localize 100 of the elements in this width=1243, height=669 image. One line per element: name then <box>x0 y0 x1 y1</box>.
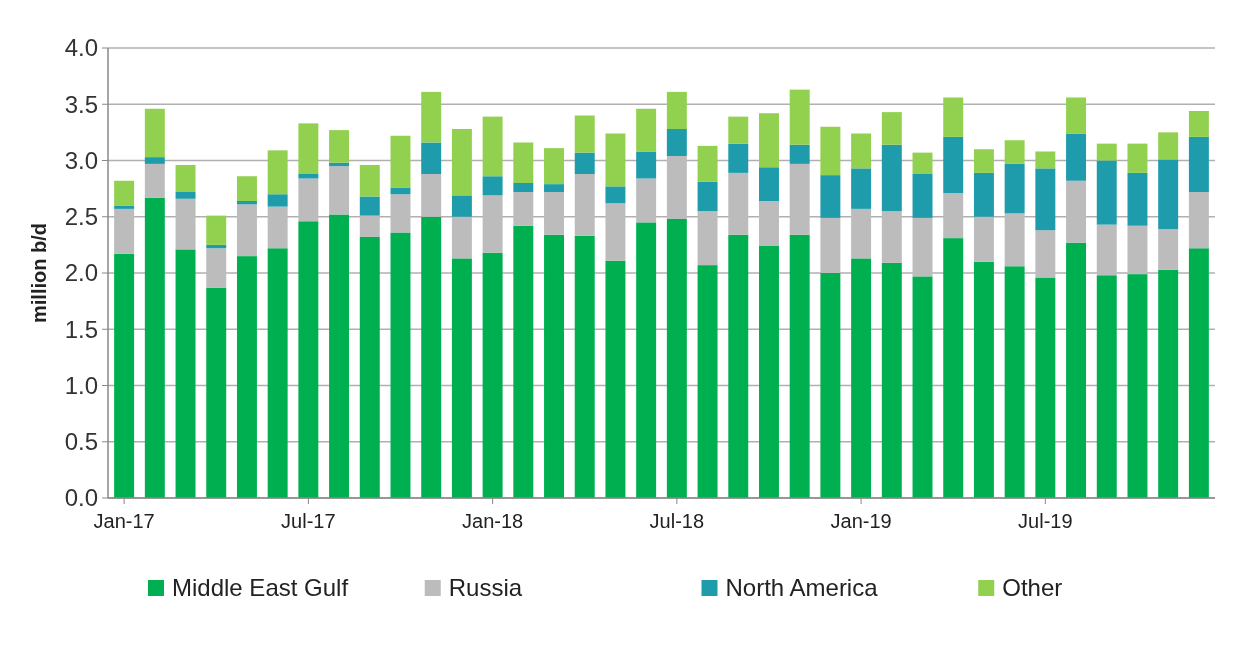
bar <box>1096 275 1117 498</box>
x-tick-label: Jul-18 <box>649 510 705 532</box>
x-tick-label: Jan-17 <box>93 510 155 532</box>
bar <box>144 197 165 498</box>
bar <box>912 152 933 174</box>
bar <box>697 265 718 498</box>
bar <box>820 126 841 176</box>
bar <box>1188 136 1209 192</box>
bar <box>666 129 687 156</box>
bar <box>236 256 257 498</box>
bar <box>759 167 779 201</box>
bar <box>789 234 810 498</box>
bar <box>451 258 472 498</box>
bar <box>298 174 319 179</box>
bar <box>697 145 718 182</box>
bar <box>1127 172 1148 226</box>
bar <box>421 142 442 174</box>
x-tick-label: Jan-19 <box>830 510 892 532</box>
bar <box>1127 143 1148 173</box>
bar <box>513 142 534 183</box>
bar <box>820 175 841 218</box>
bar <box>390 232 411 498</box>
bar <box>1188 111 1209 137</box>
bar <box>329 214 350 498</box>
bar <box>1158 229 1179 270</box>
bar <box>728 234 749 498</box>
bar <box>206 215 227 245</box>
bar <box>881 262 902 498</box>
bar <box>144 108 165 158</box>
bar <box>421 216 442 498</box>
bar <box>1035 277 1056 498</box>
legend-label: Middle East Gulf <box>172 574 349 602</box>
y-tick-label: 4.0 <box>64 34 98 62</box>
bar <box>666 219 687 498</box>
bar <box>482 176 503 196</box>
bar <box>1158 269 1179 498</box>
legend-label: North America <box>725 574 879 602</box>
legend-label: Other <box>1002 574 1063 602</box>
y-tick-label: 3.0 <box>64 146 98 174</box>
bar <box>973 261 994 498</box>
bar <box>267 194 288 207</box>
bar <box>544 184 564 192</box>
bar <box>574 115 595 153</box>
bar <box>114 180 135 206</box>
bar <box>175 165 196 192</box>
bar <box>329 130 350 163</box>
bar <box>1127 274 1148 498</box>
bar <box>851 168 872 209</box>
bar <box>1004 163 1025 214</box>
bar <box>513 225 534 498</box>
bar <box>329 166 350 215</box>
bar <box>144 157 165 164</box>
x-tick-label: Jul-19 <box>1018 510 1073 532</box>
bar <box>1004 140 1025 164</box>
x-tick-label: Jul-17 <box>281 510 336 532</box>
bar <box>728 143 749 173</box>
bar <box>1066 133 1087 181</box>
bar <box>544 234 564 498</box>
bar <box>820 273 841 498</box>
bar <box>1158 159 1179 230</box>
bar <box>206 287 227 498</box>
bar <box>728 116 749 144</box>
bar <box>114 205 135 209</box>
bar <box>298 221 319 498</box>
bar <box>1096 143 1117 161</box>
bar <box>513 183 534 192</box>
y-tick-label: 3.5 <box>64 90 98 118</box>
bar <box>267 248 288 498</box>
y-tick-label: 0.5 <box>64 428 98 456</box>
x-tick-label: Jan-18 <box>462 510 524 532</box>
bar <box>421 91 442 143</box>
bar <box>912 174 933 218</box>
bar <box>789 89 810 145</box>
bar <box>1066 97 1087 134</box>
bar <box>636 151 657 179</box>
y-axis-title: million b/d <box>28 223 50 323</box>
bar <box>451 129 472 196</box>
bar <box>943 136 964 194</box>
bar <box>605 133 626 187</box>
bar <box>175 192 196 199</box>
bar <box>973 172 994 217</box>
bar <box>605 260 626 498</box>
y-tick-label: 2.0 <box>64 259 98 287</box>
bar <box>881 112 902 145</box>
bar <box>636 222 657 498</box>
bar <box>1035 151 1056 169</box>
bar <box>851 258 872 498</box>
y-tick-label: 1.5 <box>64 315 98 343</box>
legend-label: Russia <box>448 574 523 602</box>
y-tick-label: 2.5 <box>64 203 98 231</box>
y-tick-label: 1.0 <box>64 371 98 399</box>
bar <box>390 135 411 188</box>
bar <box>544 148 564 185</box>
bar <box>144 163 165 198</box>
bar <box>1158 132 1179 160</box>
bar <box>482 116 503 177</box>
bar <box>359 237 380 498</box>
bar <box>1035 168 1056 231</box>
bar <box>267 150 288 195</box>
bar <box>359 165 380 197</box>
